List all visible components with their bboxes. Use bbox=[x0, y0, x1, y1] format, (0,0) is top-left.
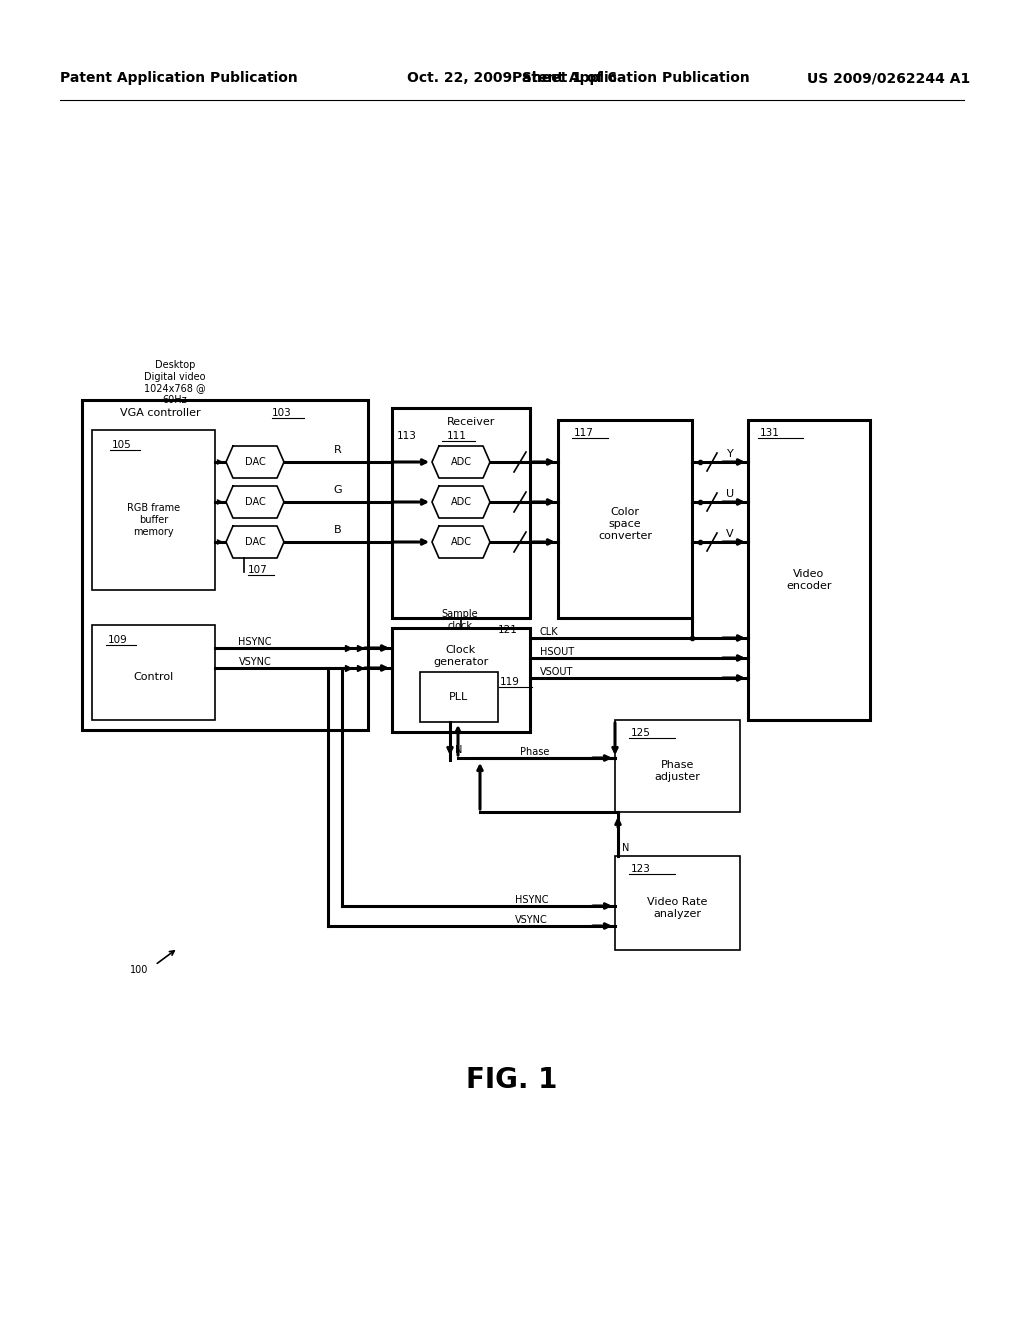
Bar bbox=[420, 672, 498, 722]
Text: R: R bbox=[334, 445, 342, 455]
Bar bbox=[92, 624, 215, 719]
Text: 111: 111 bbox=[447, 432, 467, 441]
Text: Sample
clock: Sample clock bbox=[441, 610, 478, 631]
Text: Phase
adjuster: Phase adjuster bbox=[654, 760, 700, 781]
Text: Oct. 22, 2009  Sheet 1 of 6: Oct. 22, 2009 Sheet 1 of 6 bbox=[407, 71, 617, 84]
Text: FIG. 1: FIG. 1 bbox=[466, 1067, 558, 1094]
Bar bbox=[558, 420, 692, 618]
Text: Control: Control bbox=[133, 672, 174, 682]
Text: VSYNC: VSYNC bbox=[239, 657, 271, 667]
Text: Patent Application Publication: Patent Application Publication bbox=[60, 71, 298, 84]
Text: 100: 100 bbox=[130, 965, 148, 975]
Text: ADC: ADC bbox=[451, 537, 471, 546]
Text: 105: 105 bbox=[112, 440, 132, 450]
Text: ADC: ADC bbox=[451, 457, 471, 467]
Bar bbox=[92, 430, 215, 590]
Text: Patent Application Publication: Patent Application Publication bbox=[512, 71, 750, 84]
Text: 109: 109 bbox=[108, 635, 128, 645]
Text: VGA controller: VGA controller bbox=[120, 408, 201, 418]
Text: 103: 103 bbox=[272, 408, 292, 418]
Text: HSYNC: HSYNC bbox=[514, 895, 548, 906]
Text: V: V bbox=[726, 529, 734, 539]
Text: 113: 113 bbox=[397, 432, 417, 441]
Text: 107: 107 bbox=[248, 565, 267, 576]
Text: HSOUT: HSOUT bbox=[540, 647, 574, 657]
Text: CLK: CLK bbox=[540, 627, 559, 638]
Text: Color
space
converter: Color space converter bbox=[598, 507, 652, 541]
Bar bbox=[392, 628, 530, 733]
Bar bbox=[615, 719, 740, 812]
Text: Clock
generator: Clock generator bbox=[433, 645, 488, 667]
Bar bbox=[748, 420, 870, 719]
Bar bbox=[615, 855, 740, 950]
Text: 125: 125 bbox=[631, 729, 651, 738]
Text: DAC: DAC bbox=[245, 537, 265, 546]
Text: DAC: DAC bbox=[245, 498, 265, 507]
Text: HSYNC: HSYNC bbox=[239, 638, 271, 647]
Text: Phase: Phase bbox=[520, 747, 550, 756]
Text: RGB frame
buffer
memory: RGB frame buffer memory bbox=[127, 503, 180, 537]
Text: B: B bbox=[334, 525, 342, 535]
Text: US 2009/0262244 A1: US 2009/0262244 A1 bbox=[807, 71, 970, 84]
Text: Y: Y bbox=[727, 449, 733, 459]
Text: VSOUT: VSOUT bbox=[540, 667, 573, 677]
Text: 119: 119 bbox=[500, 677, 520, 686]
Text: 131: 131 bbox=[760, 428, 780, 438]
Text: 121: 121 bbox=[498, 624, 518, 635]
Text: Video Rate
analyzer: Video Rate analyzer bbox=[647, 898, 708, 919]
Text: PLL: PLL bbox=[450, 692, 469, 702]
Text: 123: 123 bbox=[631, 865, 651, 874]
Bar bbox=[82, 400, 368, 730]
Text: G: G bbox=[334, 484, 342, 495]
Text: ADC: ADC bbox=[451, 498, 471, 507]
Text: Desktop
Digital video
1024x768 @
60Hz: Desktop Digital video 1024x768 @ 60Hz bbox=[144, 360, 206, 405]
Text: Video
encoder: Video encoder bbox=[786, 569, 831, 591]
Text: U: U bbox=[726, 488, 734, 499]
Text: N: N bbox=[622, 843, 630, 853]
Text: Receiver: Receiver bbox=[446, 417, 496, 426]
Text: 117: 117 bbox=[574, 428, 594, 438]
Text: VSYNC: VSYNC bbox=[515, 915, 548, 925]
Text: N: N bbox=[455, 744, 463, 755]
Bar bbox=[392, 408, 530, 618]
Text: DAC: DAC bbox=[245, 457, 265, 467]
